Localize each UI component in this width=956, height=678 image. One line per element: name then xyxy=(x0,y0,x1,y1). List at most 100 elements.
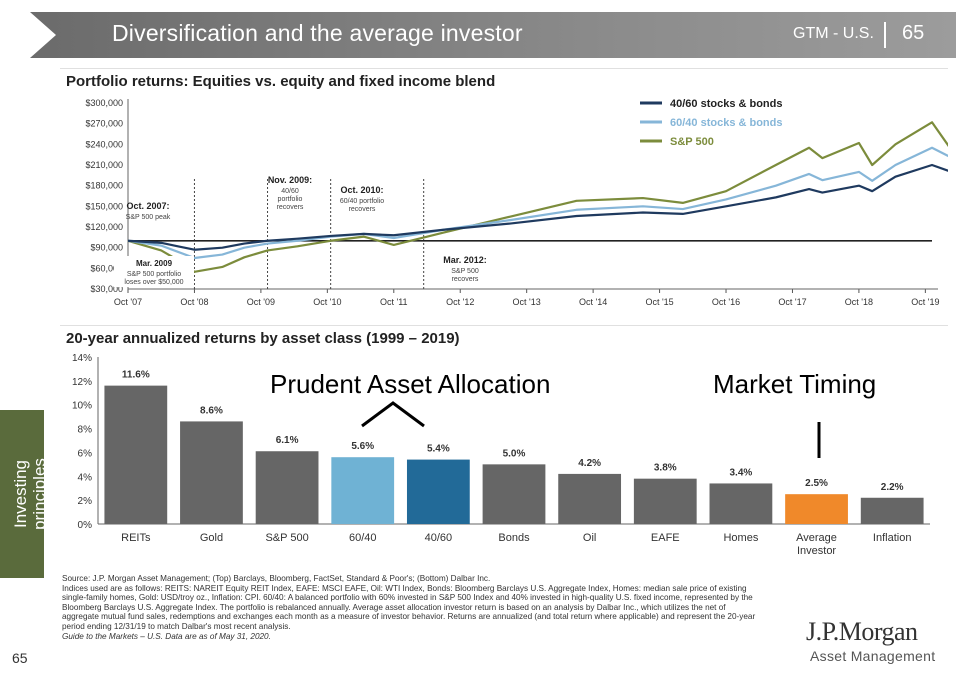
bar-value-label: 8.6% xyxy=(200,405,223,416)
bar-value-label: 4.2% xyxy=(578,458,601,469)
annotation-text: S&P 500 peak xyxy=(126,214,171,221)
x-tick-label: Oct '09 xyxy=(247,297,275,307)
x-tick-label: Oct '15 xyxy=(645,297,673,307)
annotation-text: S&P 500 xyxy=(451,268,479,275)
annotation-title: Mar. 2012: xyxy=(443,255,487,265)
annotation-text: 60/40 portfolio xyxy=(340,198,384,205)
x-tick-label: Oct '07 xyxy=(114,297,142,307)
series-line-2 xyxy=(127,121,956,273)
bar xyxy=(104,385,168,524)
y-tick-label: $90,000 xyxy=(90,243,123,253)
bar-chart: 0% 2% 4% 6% 8% 10% 12% 14% 11.6% REITs 8.6% Gold 6.1… xyxy=(72,353,930,557)
bar xyxy=(255,451,319,524)
legend-label: 60/40 stocks & bonds xyxy=(670,117,783,129)
bar-value-label: 5.0% xyxy=(503,448,526,459)
y-tick-label: $60,000 xyxy=(90,263,123,273)
bar xyxy=(709,483,773,524)
bar xyxy=(482,464,546,524)
footer-page-number: 65 xyxy=(12,650,28,666)
x-tick-label: Oct '11 xyxy=(380,297,408,307)
x-tick-label: Oct '19 xyxy=(911,297,939,307)
line-chart: $30,000 $60,000 $90,000 $120,000 $150,000 $18… xyxy=(85,98,956,307)
x-tick-label: Oct '10 xyxy=(313,297,341,307)
annotation-text: recovers xyxy=(349,206,376,213)
footer-notes: Source: J.P. Morgan Asset Management; (T… xyxy=(62,574,762,641)
y-tick-label: 4% xyxy=(78,472,93,483)
side-tab-line2: principles xyxy=(30,458,49,530)
bar-value-label: 2.5% xyxy=(805,478,828,489)
legend-label: 40/60 stocks & bonds xyxy=(670,98,783,110)
bar xyxy=(633,478,697,524)
line-chart-panel: Portfolio returns: Equities vs. equity a… xyxy=(60,68,956,317)
jpmorgan-logo: J.P.Morgan xyxy=(806,617,918,646)
footer-source: Source: J.P. Morgan Asset Management; (T… xyxy=(62,574,491,583)
annotation-text: S&P 500 portfolio xyxy=(127,271,181,278)
bar xyxy=(860,497,924,524)
y-tick-label: $210,000 xyxy=(85,160,123,170)
bar-chart-title: 20-year annualized returns by asset clas… xyxy=(66,330,460,347)
footer-guide: Guide to the Markets – U.S. Data are as … xyxy=(62,631,271,641)
side-tab-line1: Investing xyxy=(11,459,30,529)
x-tick-label: Oct '14 xyxy=(579,297,607,307)
bar-value-label: 11.6% xyxy=(122,370,150,381)
header-notch xyxy=(30,12,56,58)
annotation-title: Mar. 2009 xyxy=(136,259,173,268)
y-tick-label: $270,000 xyxy=(85,119,123,129)
legend-label: S&P 500 xyxy=(670,136,714,148)
bar xyxy=(180,421,243,524)
category-label: Bonds xyxy=(498,532,530,544)
x-tick-label: Oct '18 xyxy=(845,297,873,307)
bar xyxy=(331,457,395,524)
category-label: EAFE xyxy=(651,532,680,544)
y-tick-label: 0% xyxy=(78,520,93,531)
y-tick-label: 6% xyxy=(78,448,93,459)
category-label: Investor xyxy=(797,545,836,557)
category-label: 60/40 xyxy=(349,532,377,544)
y-tick-label: $300,000 xyxy=(85,98,123,108)
annotation-title: Oct. 2007: xyxy=(126,201,169,211)
category-label: S&P 500 xyxy=(265,532,308,544)
line-chart-title: Portfolio returns: Equities vs. equity a… xyxy=(66,73,496,90)
category-label: 40/60 xyxy=(425,532,453,544)
side-tab: Investing principles xyxy=(0,410,49,578)
header-page-number: 65 xyxy=(902,22,925,44)
bar xyxy=(406,459,470,524)
bar xyxy=(785,494,848,524)
bar-value-label: 3.8% xyxy=(654,463,677,474)
y-tick-label: 2% xyxy=(78,496,93,507)
annotation-bg xyxy=(114,256,194,287)
header-separator xyxy=(884,22,886,48)
y-tick-label: $240,000 xyxy=(85,139,123,149)
annotation-text: 40/60 xyxy=(281,188,299,195)
y-tick-label: $120,000 xyxy=(85,222,123,232)
category-label: Inflation xyxy=(873,532,912,544)
x-tick-label: Oct '12 xyxy=(446,297,474,307)
category-label: Average xyxy=(796,532,837,544)
x-tick-label: Oct '17 xyxy=(778,297,806,307)
side-tab-label: Investing principles xyxy=(11,410,49,578)
bar-value-label: 6.1% xyxy=(276,435,299,446)
bar xyxy=(558,473,622,524)
category-label: REITs xyxy=(121,532,151,544)
y-tick-label: 8% xyxy=(78,425,93,436)
x-tick-label: Oct '16 xyxy=(712,297,740,307)
bar-value-label: 3.4% xyxy=(730,467,753,478)
page-title: Diversification and the average investor xyxy=(112,20,523,46)
annotation-title: Oct. 2010: xyxy=(340,185,383,195)
series-line-1 xyxy=(127,146,956,260)
x-tick-label: Oct '08 xyxy=(180,297,208,307)
bar-value-label: 2.2% xyxy=(881,482,904,493)
header-code: GTM - U.S. xyxy=(793,25,874,42)
category-label: Oil xyxy=(583,532,596,544)
footer-indices: Indices used are as follows: REITS: NARE… xyxy=(62,583,756,631)
category-label: Homes xyxy=(723,532,758,544)
y-tick-label: $180,000 xyxy=(85,181,123,191)
jpmorgan-logo-subtitle: Asset Management xyxy=(810,648,936,664)
y-tick-label: $30,000 xyxy=(90,284,123,294)
bar-value-label: 5.6% xyxy=(351,441,374,452)
annotation-title: Nov. 2009: xyxy=(268,175,312,185)
annotation-text: recovers xyxy=(452,276,479,283)
y-tick-label: $150,000 xyxy=(85,201,123,211)
category-label: Gold xyxy=(200,532,223,544)
slide-header: Diversification and the average investor… xyxy=(0,0,956,66)
